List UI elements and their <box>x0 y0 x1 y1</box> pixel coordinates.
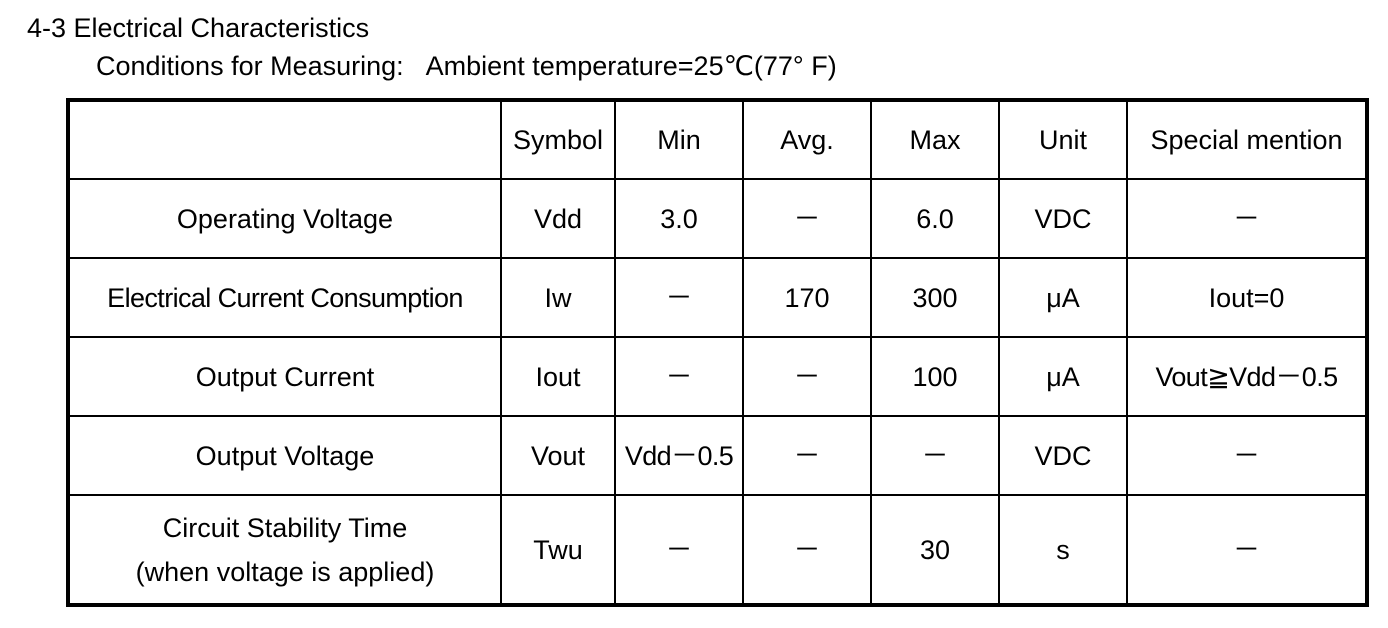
symbol-cell: Iout <box>500 336 616 417</box>
max-cell: 30 <box>870 494 1000 606</box>
header-cell-symbol: Symbol <box>500 99 616 180</box>
table-row: Output Current Iout － － 100 μA Vout≧Vdd－… <box>67 336 1368 417</box>
unit-cell: μA <box>998 257 1128 338</box>
symbol-cell: Twu <box>500 494 616 606</box>
header-cell-avg: Avg. <box>742 99 872 180</box>
max-cell: 100 <box>870 336 1000 417</box>
electrical-characteristics-table: Symbol Min Avg. Max Unit Special mention… <box>66 98 1369 607</box>
parameter-line-1: Circuit Stability Time <box>162 512 408 543</box>
table-row: Electrical Current Consumption Iw － 170 … <box>67 257 1368 338</box>
min-cell: － <box>614 257 744 338</box>
unit-cell: s <box>998 494 1128 606</box>
max-cell: － <box>870 415 1000 496</box>
special-mention-cell: Iout=0 <box>1126 257 1368 338</box>
unit-cell: VDC <box>998 178 1128 259</box>
unit-cell: VDC <box>998 415 1128 496</box>
parameter-cell: Output Current <box>67 336 502 417</box>
header-cell-parameter <box>67 99 502 180</box>
avg-cell: － <box>742 494 872 606</box>
header-cell-max: Max <box>870 99 1000 180</box>
special-mention-cell: Vout≧Vdd－0.5 <box>1126 336 1368 417</box>
symbol-cell: Vdd <box>500 178 616 259</box>
min-cell: － <box>614 336 744 417</box>
special-mention-cell: － <box>1126 178 1368 259</box>
conditions-value: Ambient temperature=25℃(77° F) <box>425 51 837 81</box>
max-cell: 300 <box>870 257 1000 338</box>
parameter-cell: Circuit Stability Time (when voltage is … <box>67 494 502 606</box>
parameter-cell: Electrical Current Consumption <box>67 257 502 338</box>
header-cell-unit: Unit <box>998 99 1128 180</box>
special-mention-cell: － <box>1126 415 1368 496</box>
header-cell-special-mention: Special mention <box>1126 99 1368 180</box>
avg-cell: － <box>742 336 872 417</box>
table-row: Circuit Stability Time (when voltage is … <box>67 494 1368 606</box>
symbol-cell: Iw <box>500 257 616 338</box>
min-cell: Vdd－0.5 <box>614 415 744 496</box>
avg-cell: － <box>742 178 872 259</box>
min-cell: 3.0 <box>614 178 744 259</box>
avg-cell: － <box>742 415 872 496</box>
special-mention-cell: － <box>1126 494 1368 606</box>
symbol-cell: Vout <box>500 415 616 496</box>
conditions-label: Conditions for Measuring: <box>96 51 404 81</box>
avg-cell: 170 <box>742 257 872 338</box>
header-row: Symbol Min Avg. Max Unit Special mention <box>67 99 1368 180</box>
parameter-cell: Operating Voltage <box>67 178 502 259</box>
max-cell: 6.0 <box>870 178 1000 259</box>
table-row: Operating Voltage Vdd 3.0 － 6.0 VDC － <box>67 178 1368 259</box>
section-title: 4-3 Electrical Characteristics <box>27 13 370 43</box>
measuring-conditions: Conditions for Measuring: Ambient tempera… <box>96 50 837 82</box>
parameter-line-2: (when voltage is applied) <box>135 556 435 587</box>
min-cell: － <box>614 494 744 606</box>
header-cell-min: Min <box>614 99 744 180</box>
table-row: Output Voltage Vout Vdd－0.5 － － VDC － <box>67 415 1368 496</box>
parameter-cell: Output Voltage <box>67 415 502 496</box>
unit-cell: μA <box>998 336 1128 417</box>
